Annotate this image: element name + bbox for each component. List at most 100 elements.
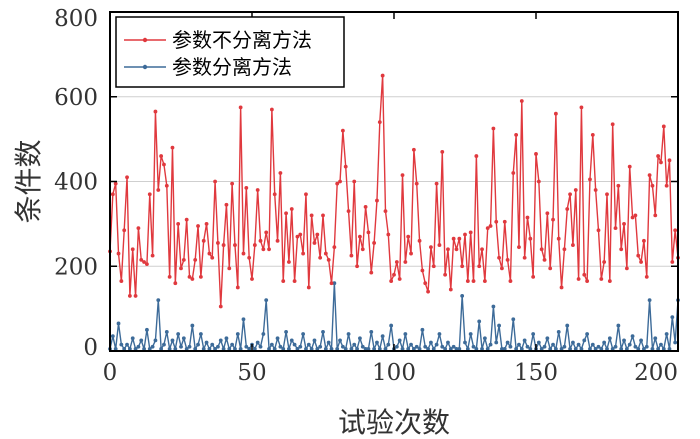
data-point xyxy=(156,188,161,192)
data-point xyxy=(465,346,470,351)
data-point xyxy=(576,342,581,347)
data-point xyxy=(556,330,561,334)
data-point xyxy=(642,346,646,351)
data-point xyxy=(400,173,405,178)
data-point xyxy=(221,346,226,351)
data-point xyxy=(636,253,641,258)
data-point xyxy=(255,188,260,192)
data-point xyxy=(278,344,283,349)
data-point xyxy=(309,213,314,218)
data-point xyxy=(411,346,416,351)
data-point xyxy=(315,346,320,351)
data-point xyxy=(358,234,362,239)
data-point xyxy=(312,338,317,343)
data-point xyxy=(647,173,652,178)
data-point xyxy=(159,154,164,158)
data-point xyxy=(196,224,200,228)
data-point xyxy=(607,336,612,341)
data-point xyxy=(187,344,192,349)
data-point xyxy=(423,281,428,286)
data-point xyxy=(116,251,121,256)
data-point xyxy=(579,346,584,351)
data-point xyxy=(508,279,513,283)
data-point xyxy=(624,266,629,271)
data-point xyxy=(335,346,340,351)
data-point xyxy=(417,238,422,243)
data-point xyxy=(139,257,144,262)
data-point xyxy=(340,344,345,349)
data-point xyxy=(494,219,499,224)
data-point xyxy=(389,279,394,283)
data-point xyxy=(624,346,629,351)
data-point xyxy=(460,294,465,298)
data-point xyxy=(514,132,519,137)
data-point xyxy=(201,346,206,351)
data-point xyxy=(247,255,252,260)
x-axis-title: 试验次数 xyxy=(338,406,450,439)
data-point xyxy=(429,245,433,250)
data-point xyxy=(133,294,138,298)
data-point xyxy=(181,257,186,262)
data-point xyxy=(392,272,396,277)
data-point xyxy=(147,346,152,351)
data-point xyxy=(298,232,303,237)
data-point xyxy=(196,342,200,347)
data-point xyxy=(346,332,351,336)
data-point xyxy=(179,344,183,349)
data-point xyxy=(139,338,144,343)
data-point xyxy=(343,164,348,169)
data-point xyxy=(661,346,666,351)
data-point xyxy=(284,211,288,216)
legend-box xyxy=(115,16,345,88)
data-point xyxy=(633,213,638,218)
data-point xyxy=(420,327,425,332)
data-point xyxy=(656,154,661,158)
data-point xyxy=(272,192,277,197)
data-point xyxy=(443,272,448,277)
data-point xyxy=(548,346,553,351)
data-point xyxy=(571,340,575,345)
gridlines xyxy=(110,96,678,267)
data-point xyxy=(267,346,271,351)
data-point xyxy=(500,346,504,351)
data-point xyxy=(289,207,294,211)
data-point xyxy=(508,344,513,349)
data-point xyxy=(448,346,453,351)
data-point xyxy=(221,243,226,247)
data-point xyxy=(426,289,430,294)
data-point xyxy=(616,323,621,328)
data-point xyxy=(579,105,584,110)
data-point xyxy=(352,342,357,347)
data-point xyxy=(633,344,638,349)
data-point xyxy=(338,179,342,184)
data-point xyxy=(383,209,388,214)
data-point xyxy=(386,342,391,347)
data-point xyxy=(613,226,618,231)
data-point xyxy=(627,164,632,169)
data-point xyxy=(480,247,484,252)
data-point xyxy=(187,274,192,279)
axis-ticks xyxy=(109,11,679,352)
data-point xyxy=(568,346,572,351)
data-point xyxy=(369,330,374,334)
data-point xyxy=(431,264,436,269)
data-point xyxy=(460,264,465,269)
data-point xyxy=(480,346,484,351)
data-point xyxy=(548,266,553,271)
data-point xyxy=(130,336,135,341)
data-point xyxy=(673,340,678,345)
data-point xyxy=(198,274,203,279)
data-point xyxy=(244,344,249,349)
data-point xyxy=(536,179,541,184)
data-point xyxy=(369,270,374,275)
data-point xyxy=(153,338,158,343)
data-point xyxy=(457,346,462,351)
data-point xyxy=(468,230,473,235)
data-point xyxy=(363,205,368,209)
data-point xyxy=(173,281,178,286)
data-point xyxy=(585,279,590,283)
data-point xyxy=(258,238,263,243)
data-point xyxy=(272,346,277,351)
data-point xyxy=(204,340,209,345)
axis-tick-labels: 0 50 100 150 200 0 200 400 600 800 xyxy=(54,6,678,386)
